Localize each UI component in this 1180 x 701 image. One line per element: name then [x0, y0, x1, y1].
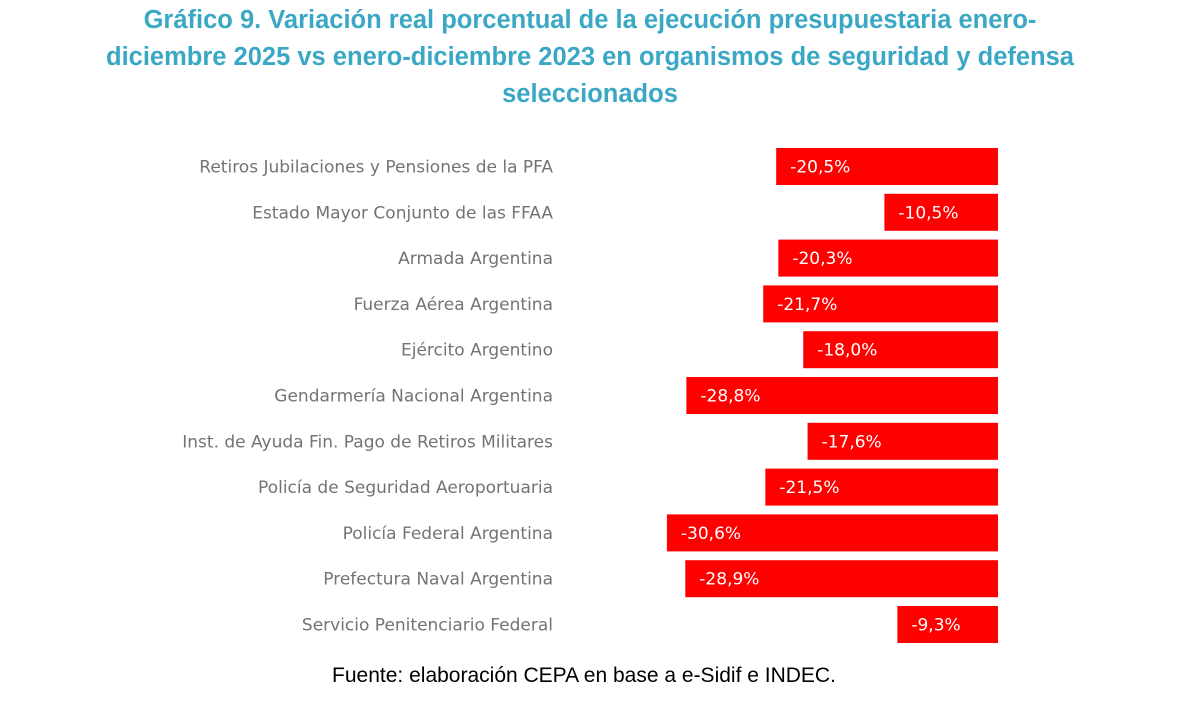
data-label: -28,8%	[700, 387, 760, 407]
data-label: -21,5%	[779, 478, 839, 498]
chart-title-line-3: seleccionados	[502, 80, 678, 108]
bar	[884, 193, 998, 231]
category-label: Policía de Seguridad Aeroportuaria	[258, 478, 553, 498]
data-label: -20,5%	[790, 158, 850, 178]
category-label: Servicio Penitenciario Federal	[302, 616, 553, 636]
bar	[803, 331, 998, 369]
bar	[776, 148, 998, 185]
bar	[666, 514, 998, 552]
source-note: Fuente: elaboración CEPA en base a e-Sid…	[332, 664, 836, 687]
bar	[685, 560, 998, 598]
bar	[686, 377, 998, 414]
data-label: -10,5%	[898, 203, 958, 223]
data-label: -21,7%	[777, 295, 837, 315]
category-label: Fuerza Aérea Argentina	[354, 295, 553, 315]
chart-title-line-2: diciembre 2025 vs enero-diciembre 2023 e…	[106, 43, 1074, 71]
category-label: Prefectura Naval Argentina	[323, 570, 553, 590]
bar	[807, 422, 998, 460]
chart-title: Gráfico 9. Variación real porcentual de …	[0, 2, 1180, 113]
data-label: -28,9%	[699, 570, 759, 590]
bar	[778, 239, 998, 277]
bar	[897, 606, 998, 643]
data-label: -30,6%	[681, 524, 741, 544]
category-label: Armada Argentina	[398, 249, 553, 269]
category-label: Inst. de Ayuda Fin. Pago de Retiros Mili…	[182, 432, 553, 452]
category-label: Gendarmería Nacional Argentina	[274, 387, 553, 407]
data-label: -20,3%	[792, 249, 852, 269]
chart-title-line-1: Gráfico 9. Variación real porcentual de …	[143, 6, 1037, 34]
category-label: Estado Mayor Conjunto de las FFAA	[252, 203, 553, 223]
bar	[763, 285, 998, 323]
data-label: -17,6%	[822, 432, 882, 452]
data-label: -9,3%	[911, 616, 960, 636]
category-label: Ejército Argentino	[401, 341, 553, 361]
bar	[765, 468, 998, 506]
category-label: Policía Federal Argentina	[343, 524, 553, 544]
data-label: -18,0%	[817, 341, 877, 361]
category-label: Retiros Jubilaciones y Pensiones de la P…	[199, 158, 553, 178]
